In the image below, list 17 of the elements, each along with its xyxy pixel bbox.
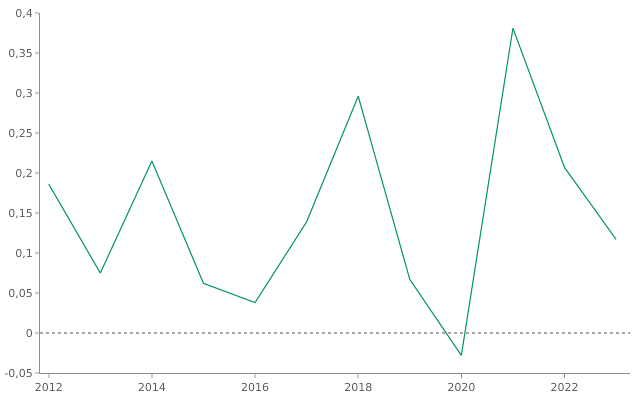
y-tick-label: 0 (26, 326, 33, 340)
x-tick-label: 2020 (447, 381, 476, 394)
y-tick-label: 0,3 (15, 86, 33, 100)
x-tick-label: 2012 (34, 381, 63, 394)
y-tick-label: 0,4 (15, 6, 33, 20)
y-tick-label: -0,05 (4, 366, 33, 380)
x-tick-label: 2022 (550, 381, 578, 394)
y-tick-label: 0,05 (8, 286, 33, 300)
x-tick-label: 2018 (344, 381, 372, 394)
y-tick-label: 0,15 (8, 206, 33, 220)
line-series (48, 28, 617, 356)
y-tick-label: 0,2 (15, 166, 33, 180)
y-tick-label: 0,35 (8, 46, 33, 60)
y-tick-label: 0,1 (15, 246, 33, 260)
x-tick-label: 2014 (138, 381, 166, 394)
y-tick-label: 0,25 (8, 126, 33, 140)
x-tick-label: 2016 (241, 381, 270, 394)
